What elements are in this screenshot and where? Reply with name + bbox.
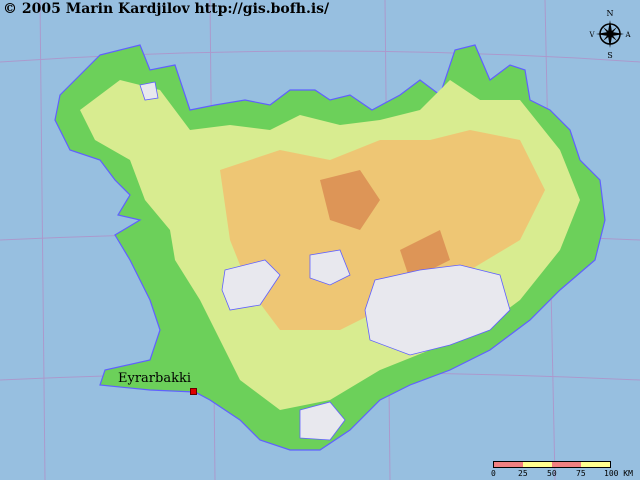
copyright-text: © 2005 Marin Kardjilov http://gis.bofh.i… bbox=[3, 1, 330, 17]
scale-bar: 0 25 50 75 100 KM bbox=[491, 461, 633, 478]
scale-tick: 100 KM bbox=[604, 469, 633, 478]
scale-segment bbox=[581, 462, 610, 467]
scale-segment bbox=[494, 462, 523, 467]
compass-north: N bbox=[607, 9, 614, 18]
scale-tick: 75 bbox=[576, 469, 586, 478]
scale-segment bbox=[523, 462, 552, 467]
vatnajokull-glacier bbox=[364, 264, 511, 356]
scale-segment bbox=[552, 462, 581, 467]
glaciers bbox=[139, 81, 511, 441]
drangajokull-glacier bbox=[139, 81, 159, 101]
mountain-peaks bbox=[320, 170, 450, 280]
compass-west: V bbox=[588, 31, 595, 39]
hofsjokull-glacier bbox=[309, 249, 351, 286]
langjokull-glacier bbox=[221, 259, 281, 311]
scale-tick: 25 bbox=[518, 469, 528, 478]
place-marker[interactable] bbox=[190, 388, 197, 395]
myrdalsjokull-glacier bbox=[299, 401, 346, 441]
compass-rose-icon: N V A S bbox=[588, 9, 631, 60]
place-label-eyrarbakki: Eyrarbakki bbox=[118, 371, 191, 386]
scale-tick: 50 bbox=[547, 469, 557, 478]
upland bbox=[220, 130, 545, 330]
compass-south: S bbox=[607, 51, 612, 60]
scale-tick: 0 bbox=[491, 469, 496, 478]
compass-east: A bbox=[624, 31, 631, 39]
